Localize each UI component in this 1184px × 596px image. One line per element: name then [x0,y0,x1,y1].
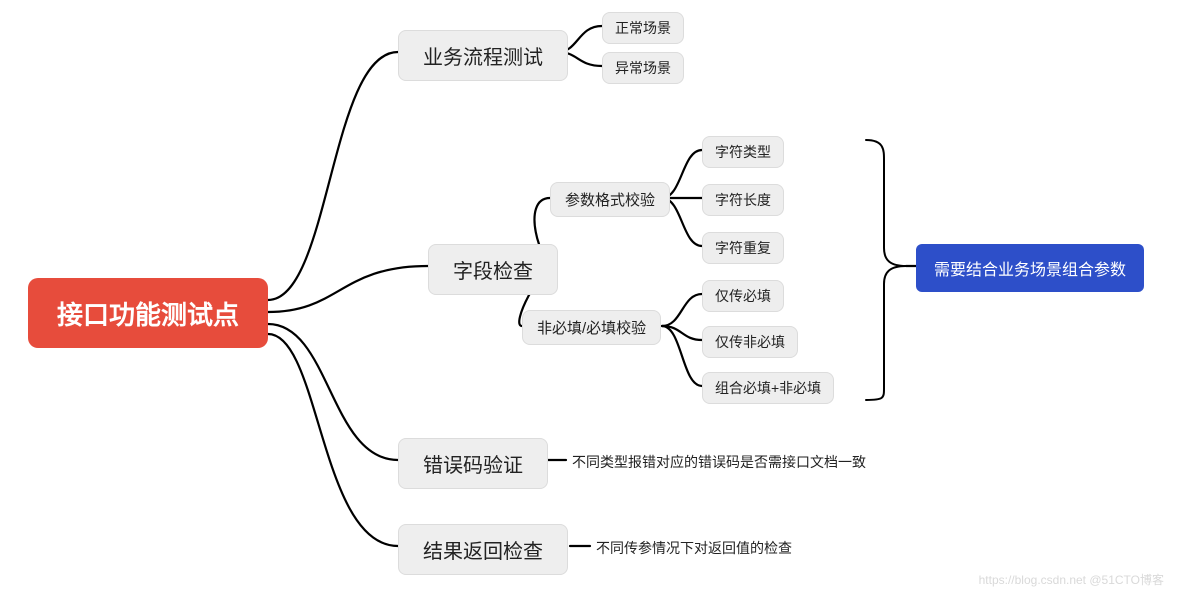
sub-param-format: 参数格式校验 [550,182,670,217]
note-error-code: 不同类型报错对应的错误码是否需接口文档一致 [572,452,866,472]
callout-label: 需要结合业务场景组合参数 [934,256,1126,280]
root-label: 接口功能测试点 [57,295,239,332]
leaf-label: 字符重复 [715,238,771,258]
leaf-label: 异常场景 [615,58,671,78]
leaf-label: 组合必填+非必填 [715,378,821,398]
callout-note: 需要结合业务场景组合参数 [916,244,1144,292]
leaf-only-required: 仅传必填 [702,280,784,312]
branch-label: 字段检查 [453,255,533,284]
leaf-char-repeat: 字符重复 [702,232,784,264]
leaf-char-length: 字符长度 [702,184,784,216]
branch-label: 结果返回检查 [423,535,543,564]
leaf-char-type: 字符类型 [702,136,784,168]
branch-field-check: 字段检查 [428,244,558,295]
leaf-label: 仅传必填 [715,286,771,306]
leaf-only-optional: 仅传非必填 [702,326,798,358]
sub-label: 参数格式校验 [565,189,655,210]
root-node: 接口功能测试点 [28,278,268,348]
sub-label: 非必填/必填校验 [537,317,646,338]
watermark-label: https://blog.csdn.net @51CTO博客 [979,573,1164,587]
branch-label: 业务流程测试 [423,41,543,70]
branch-error-code: 错误码验证 [398,438,548,489]
leaf-label: 字符长度 [715,190,771,210]
note-result-check: 不同传参情况下对返回值的检查 [596,538,792,558]
branch-business-flow: 业务流程测试 [398,30,568,81]
branch-label: 错误码验证 [423,449,523,478]
watermark-text: https://blog.csdn.net @51CTO博客 [979,571,1164,588]
branch-result-check: 结果返回检查 [398,524,568,575]
leaf-label: 仅传非必填 [715,332,785,352]
leaf-abnormal-scene: 异常场景 [602,52,684,84]
leaf-combined: 组合必填+非必填 [702,372,834,404]
leaf-normal-scene: 正常场景 [602,12,684,44]
leaf-label: 正常场景 [615,18,671,38]
note-label: 不同类型报错对应的错误码是否需接口文档一致 [572,454,866,470]
sub-required-check: 非必填/必填校验 [522,310,661,345]
note-label: 不同传参情况下对返回值的检查 [596,540,792,556]
leaf-label: 字符类型 [715,142,771,162]
